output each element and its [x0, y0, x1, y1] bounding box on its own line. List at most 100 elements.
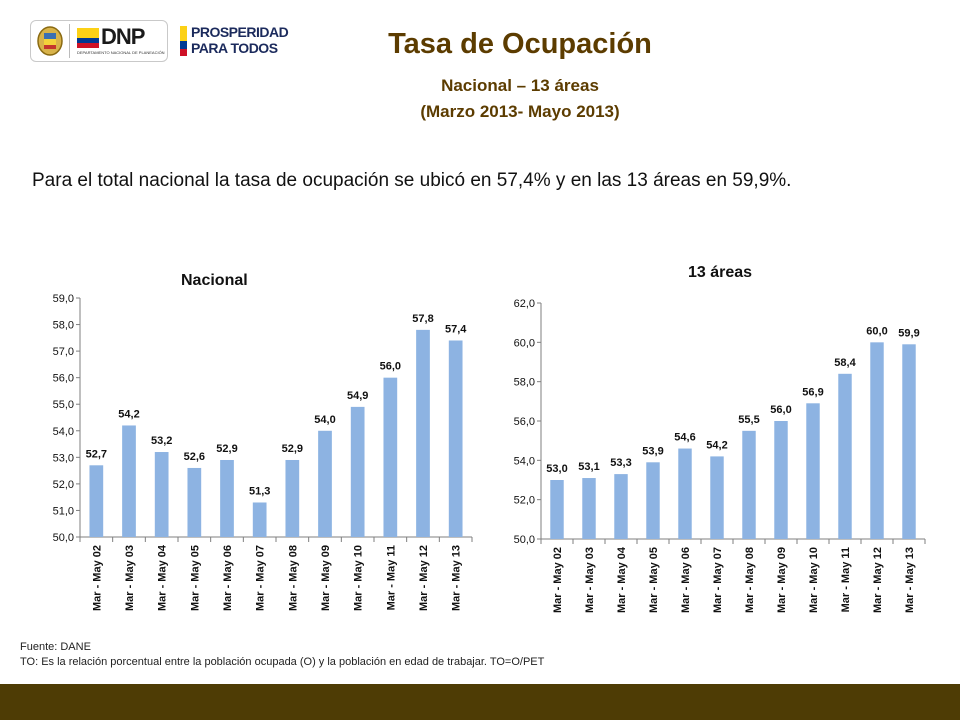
flag-icon [77, 28, 99, 48]
flag-stripe-icon [180, 26, 187, 56]
bar [870, 342, 884, 539]
data-label: 55,5 [738, 414, 759, 426]
category-label: Mar - May 06 [222, 545, 234, 611]
category-label: Mar - May 12 [872, 547, 884, 613]
data-label: 53,0 [546, 463, 567, 475]
y-tick-label: 52,0 [53, 479, 74, 491]
category-label: Mar - May 09 [320, 545, 332, 611]
category-label: Mar - May 09 [776, 547, 788, 613]
y-tick-label: 60,0 [514, 337, 535, 349]
data-label: 52,9 [282, 443, 303, 455]
bar [582, 478, 596, 539]
y-tick-label: 58,0 [53, 320, 74, 332]
category-label: Mar - May 07 [712, 547, 724, 613]
dnp-logo-text: DNP [101, 24, 145, 49]
data-label: 53,1 [578, 461, 599, 473]
data-label: 54,2 [706, 439, 727, 451]
category-label: Mar - May 03 [124, 545, 136, 611]
dnp-logo-subtext: DEPARTAMENTO NACIONAL DE PLANEACIÓN [77, 50, 165, 55]
chart-13-areas: 50,0 52,0 54,0 56,0 58,0 60,0 62,0 53,0 Mar - Ma… [514, 298, 926, 613]
data-label: 53,9 [642, 445, 663, 457]
data-label: 51,3 [249, 485, 270, 497]
page-subtitle-line1: Nacional – 13 áreas [441, 76, 599, 95]
data-label: 54,0 [314, 414, 335, 426]
y-tick-label: 53,0 [53, 452, 74, 464]
category-label: Mar - May 04 [157, 544, 169, 611]
bar [742, 430, 756, 539]
data-label: 59,9 [898, 327, 919, 339]
y-tick-label: 62,0 [514, 298, 535, 310]
bar [550, 480, 564, 539]
data-label: 53,2 [151, 435, 172, 447]
source-note: Fuente: DANE [20, 641, 91, 653]
category-label: Mar - May 05 [189, 545, 201, 611]
data-label: 56,9 [802, 386, 823, 398]
dnp-logo: DNP DEPARTAMENTO NACIONAL DE PLANEACIÓN [30, 20, 168, 62]
bar [678, 448, 692, 539]
category-label: Mar - May 03 [584, 547, 596, 613]
data-label: 56,0 [770, 404, 791, 416]
data-label: 54,9 [347, 390, 368, 402]
bar [252, 502, 267, 537]
y-tick-label: 59,0 [53, 293, 74, 305]
data-label: 56,0 [380, 361, 401, 373]
data-label: 58,4 [834, 357, 856, 369]
bar [646, 462, 660, 539]
category-label: Mar - May 13 [904, 547, 916, 613]
category-label: Mar - May 13 [451, 545, 463, 611]
y-tick-label: 54,0 [53, 426, 74, 438]
data-label: 54,2 [118, 408, 139, 420]
bar [383, 377, 398, 537]
bar [187, 467, 202, 537]
bar [416, 329, 430, 537]
y-tick-label: 50,0 [53, 532, 74, 544]
category-label: Mar - May 07 [255, 545, 267, 611]
category-label: Mar - May 11 [385, 545, 397, 610]
prosperidad-logo-line1: PROSPERIDAD [191, 24, 289, 40]
page-subtitle-line2: (Marzo 2013- Mayo 2013) [420, 102, 620, 121]
data-label: 53,3 [610, 457, 631, 469]
y-tick-label: 56,0 [514, 416, 535, 428]
y-tick-label: 56,0 [53, 373, 74, 385]
data-label: 52,9 [216, 443, 237, 455]
bar [902, 344, 916, 539]
bar [806, 403, 820, 539]
y-tick-label: 50,0 [514, 534, 535, 546]
bar [350, 406, 365, 537]
category-label: Mar - May 11 [840, 547, 852, 612]
coat-of-arms-icon [37, 26, 63, 56]
category-label: Mar - May 04 [616, 546, 628, 613]
data-label: 52,7 [86, 448, 107, 460]
y-tick-label: 52,0 [514, 495, 535, 507]
bar [89, 465, 104, 537]
bar [285, 459, 300, 537]
bar [774, 421, 788, 539]
data-label: 57,4 [445, 323, 467, 335]
category-label: Mar - May 10 [808, 547, 820, 613]
bar [220, 459, 234, 537]
summary-text: Para el total nacional la tasa de ocupac… [32, 170, 792, 191]
bar [154, 452, 169, 537]
bottom-bar [0, 684, 960, 720]
bar [318, 430, 332, 537]
chart-nacional: 50,0 51,0 52,0 53,0 54,0 55,0 56,0 57,0 58,0 59,0… [53, 293, 473, 611]
category-label: Mar - May 12 [418, 545, 430, 611]
y-tick-label: 55,0 [53, 399, 74, 411]
bar [122, 425, 136, 537]
chart-title-13-areas: 13 áreas [688, 264, 753, 281]
data-label: 57,8 [412, 313, 433, 325]
y-tick-label: 57,0 [53, 346, 74, 358]
data-label: 54,6 [674, 432, 695, 444]
prosperidad-logo-line2: PARA TODOS [191, 40, 278, 56]
category-label: Mar - May 08 [744, 547, 756, 613]
category-label: Mar - May 08 [287, 545, 299, 611]
bar [448, 340, 463, 537]
bar [838, 373, 852, 539]
y-tick-label: 51,0 [53, 505, 74, 517]
chart-title-nacional: Nacional [181, 272, 248, 289]
bar [614, 474, 628, 539]
page-title: Tasa de Ocupación [388, 28, 652, 60]
prosperidad-logo: PROSPERIDAD PARA TODOS [180, 22, 300, 60]
category-label: Mar - May 02 [91, 545, 103, 611]
category-label: Mar - May 06 [680, 547, 692, 613]
